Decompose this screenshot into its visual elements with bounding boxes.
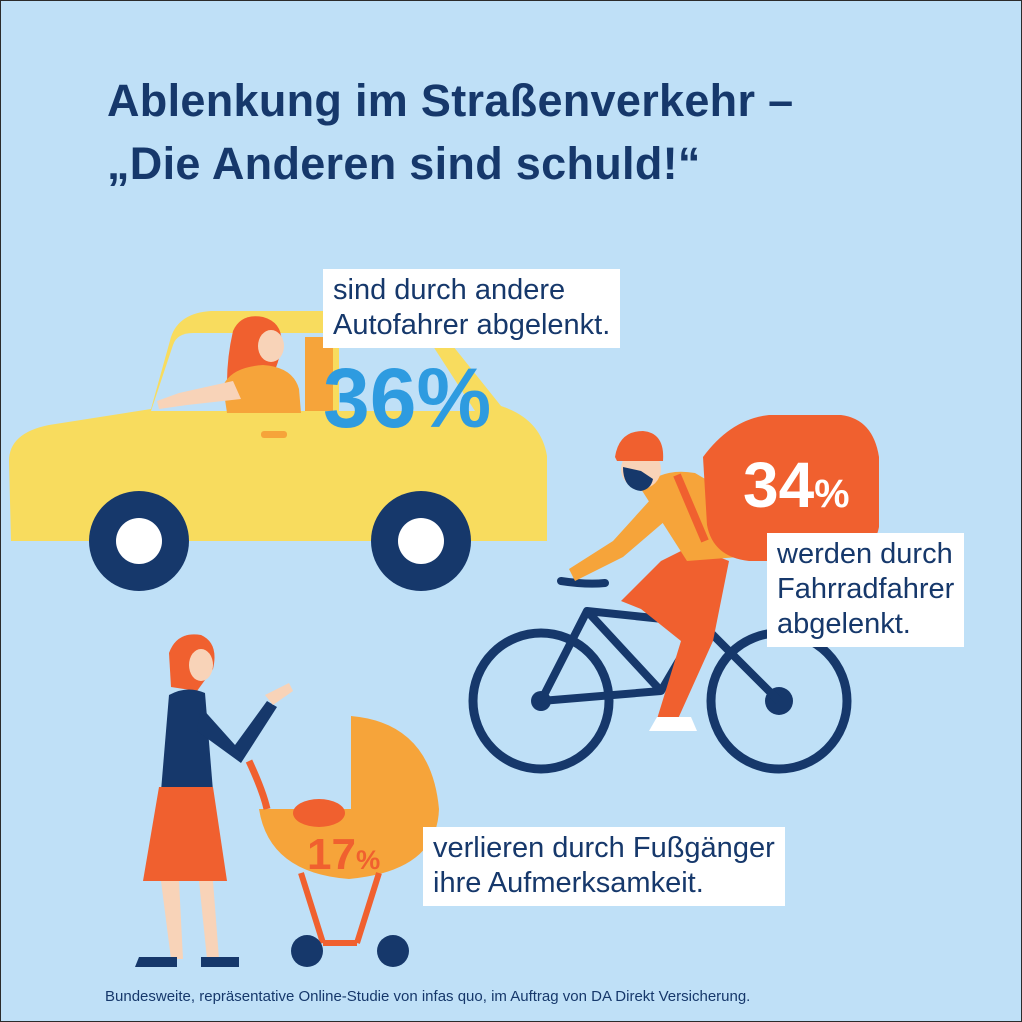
car-label-line-1: sind durch andere	[333, 274, 566, 306]
car-label-line-2: Autofahrer abgelenkt.	[333, 309, 611, 341]
woman-face	[189, 649, 213, 681]
pedestrian-stat-number: 17	[307, 830, 356, 879]
title-line-2: „Die Anderen sind schuld!“	[107, 138, 701, 189]
driver-arm	[157, 381, 241, 409]
pedestrian-stat-label: verlieren durch Fußgänger ihre Aufmerksa…	[423, 827, 785, 906]
stroller-legs	[298, 872, 382, 946]
bike-label-line-3: abgelenkt.	[777, 608, 911, 640]
cyclist-illustration	[468, 415, 879, 774]
car-stat-unit: %	[416, 351, 492, 445]
stroller-hood	[351, 716, 439, 809]
woman-hand	[265, 683, 293, 705]
bike-wheel-rear	[468, 628, 614, 774]
bike-stat-label: werden durch Fahrradfahrer abgelenkt.	[767, 533, 965, 647]
pedestrian-label-line-2: ihre Aufmerksamkeit.	[433, 867, 704, 899]
seat-back	[305, 337, 333, 411]
car-stat-value: 36%	[323, 353, 491, 443]
pedestrian-stat-value: 17%	[307, 829, 380, 886]
pedestrian-label-line-1: verlieren durch Fußgänger	[433, 832, 775, 864]
pedestrian-stat-unit: %	[355, 844, 381, 875]
rider-helmet	[615, 431, 664, 461]
stroller-wheel-right	[377, 935, 409, 967]
car-stat-number: 36	[323, 351, 417, 445]
woman-shoes	[135, 957, 239, 967]
rider-shoe	[649, 717, 697, 731]
woman-skirt	[143, 787, 227, 881]
rider-backpack-strap	[673, 473, 709, 543]
rider-leg	[621, 546, 729, 721]
driver-body	[223, 365, 301, 413]
price-tag-shape	[703, 415, 879, 561]
car-window-rear	[339, 333, 475, 411]
stroller-wheel-left	[291, 935, 323, 967]
car-hubcap-rear	[398, 518, 444, 564]
bike-stat-value: 34%	[743, 447, 849, 532]
woman-jacket	[161, 689, 213, 791]
bike-label-line-1: werden durch	[777, 538, 953, 570]
pedestrian-illustration	[135, 634, 439, 967]
car-door-handle	[261, 431, 287, 438]
source-footnote: Bundesweite, repräsentative Online-Studi…	[105, 988, 751, 1005]
woman-arm-raised	[197, 701, 277, 763]
car-illustration	[9, 311, 547, 591]
baby-head	[293, 799, 345, 827]
rider-beard	[623, 467, 653, 491]
page-title: Ablenkung im Straßenverkehr – „Die Ander…	[107, 69, 793, 195]
woman-legs	[161, 881, 219, 959]
stroller-basket	[259, 809, 439, 879]
bike-label-line-2: Fahrradfahrer	[777, 573, 955, 605]
driver-face	[258, 330, 284, 362]
car-hubcap-front	[116, 518, 162, 564]
bike-frame	[537, 607, 782, 705]
bike-stat-number: 34	[743, 449, 815, 521]
rider-arm	[569, 499, 665, 581]
stroller-handle	[245, 759, 271, 810]
title-line-1: Ablenkung im Straßenverkehr –	[107, 75, 794, 126]
car-stat-label: sind durch andere Autofahrer abgelenkt.	[323, 269, 621, 348]
bike-stat-unit: %	[814, 472, 850, 516]
